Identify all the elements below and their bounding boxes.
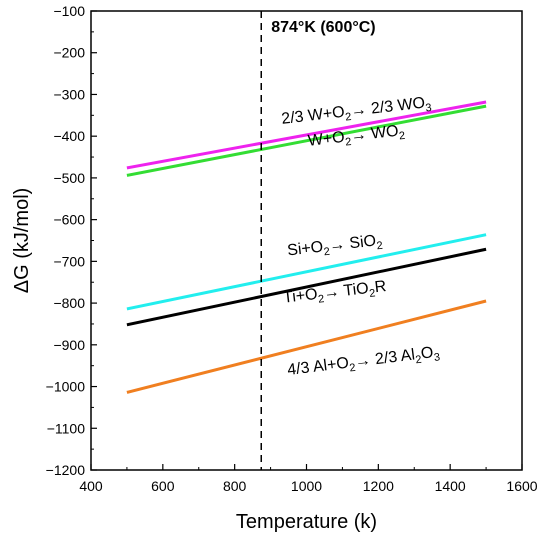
x-tick-label: 600 [151, 478, 175, 494]
y-tick-label: −400 [53, 128, 85, 144]
series-line-wo3 [126, 100, 487, 170]
y-tick-label: −500 [53, 170, 85, 186]
y-tick-label: −200 [53, 45, 85, 61]
annotation-tio2: Ti+O2→ TiO2R [282, 278, 387, 310]
series-lines [126, 100, 487, 394]
x-tick-label: 1600 [506, 478, 537, 494]
x-axis-title: Temperature (k) [236, 511, 377, 533]
x-tick-label: 1400 [435, 478, 466, 494]
x-tick-label: 1000 [291, 478, 322, 494]
y-axis-title: ΔG (kJ/mol) [11, 188, 33, 294]
reference-line-label: 874°K (600°C) [271, 19, 375, 36]
y-tick-label: −600 [53, 212, 85, 228]
series-line-sio2 [126, 233, 487, 311]
series-line-tio2 [126, 247, 487, 327]
y-tick-label: −300 [53, 86, 85, 102]
y-tick-label: −800 [53, 295, 85, 311]
y-tick-label: −900 [53, 337, 85, 353]
x-tick-label: 800 [223, 478, 247, 494]
x-tick-label: 1200 [363, 478, 394, 494]
ticks: 400 600 800 1000 1200 1400 1600 −100 −200 −300 −40… [46, 3, 538, 494]
y-tick-label: −1100 [47, 420, 85, 436]
series-line-wo2 [126, 104, 487, 177]
series-line-al2o3 [126, 299, 487, 394]
reference-line-group: 874°K (600°C) [260, 11, 376, 470]
y-tick-label: −1200 [46, 462, 86, 478]
y-tick-label: −700 [53, 253, 85, 269]
x-tick-label: 400 [79, 478, 103, 494]
annotation-al2o3: 4/3 Al+O2→ 2/3 Al2O3 [286, 343, 440, 382]
y-tick-label: −1000 [46, 379, 86, 395]
annotation-wo2: W+O2→ WO2 [307, 122, 406, 153]
annotation-sio2: Si+O2→ SiO2 [286, 232, 383, 263]
y-tick-label: −100 [53, 3, 85, 19]
